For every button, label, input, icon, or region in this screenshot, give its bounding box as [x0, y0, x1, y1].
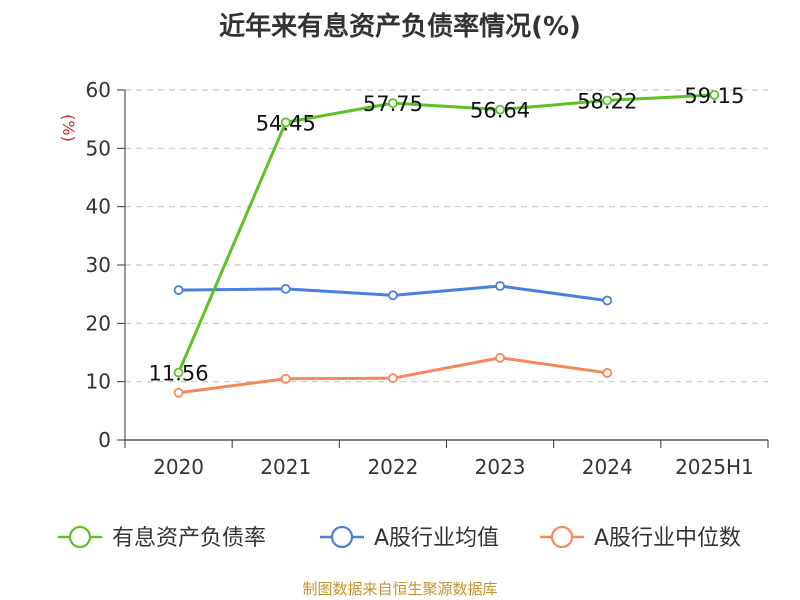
series-point-1-2023[interactable]: [495, 281, 505, 291]
series-point-0-2025H1[interactable]: [709, 90, 720, 100]
y-tick-label: 40: [86, 195, 111, 219]
y-tick-label: 10: [86, 370, 111, 394]
series-point-0-2021[interactable]: [280, 117, 291, 128]
y-tick-label: 0: [98, 428, 111, 452]
legend-marker-2[interactable]: [550, 525, 574, 549]
series-point-2-2024[interactable]: [602, 368, 613, 378]
legend: 有息资产负债率 A股行业均值 A股行业中位数: [58, 525, 741, 551]
series-point-2-2020[interactable]: [173, 387, 184, 398]
series-point-1-2020[interactable]: [173, 285, 184, 295]
series-point-0-2023[interactable]: [495, 104, 505, 115]
data-labels: 11.56 54.45 57.75 56.64 58.22 59.15: [149, 84, 745, 386]
chart-title: 近年来有息资产负债率情况(%): [219, 12, 581, 42]
grid-lines: [125, 89, 768, 383]
y-tick-label: 30: [86, 253, 111, 277]
data-label-2021: 54.45: [256, 111, 316, 135]
series-line-0: [177, 93, 715, 374]
legend-label-2[interactable]: A股行业中位数: [594, 526, 741, 551]
x-tick-label-2025H1: 2025H1: [675, 455, 754, 479]
series-point-2-2022[interactable]: [388, 373, 398, 384]
y-tick-label: 60: [86, 78, 111, 102]
x-tick-label-2020: 2020: [153, 455, 204, 479]
x-tick-label-2023: 2023: [475, 455, 526, 479]
legend-label-0[interactable]: 有息资产负债率: [112, 526, 266, 551]
data-label-2020: 11.56: [149, 362, 209, 386]
series-point-0-2022[interactable]: [388, 98, 398, 109]
data-label-2022: 57.75: [363, 92, 423, 116]
series-point-1-2024[interactable]: [602, 295, 613, 306]
series-point-0-2024[interactable]: [602, 95, 613, 106]
footer-source: 制图数据来自恒生聚源数据库: [302, 580, 498, 598]
x-tick-label-2022: 2022: [367, 455, 418, 479]
series-point-1-2022[interactable]: [388, 290, 398, 301]
legend-marker-1[interactable]: [330, 525, 354, 549]
series-point-2-2023[interactable]: [495, 352, 505, 363]
series-lines: [173, 90, 720, 398]
y-axis-unit-label: (%): [59, 114, 78, 142]
x-tick-label-2024: 2024: [582, 455, 633, 479]
series-point-0-2020[interactable]: [173, 367, 184, 378]
data-label-2024: 58.22: [577, 89, 637, 113]
series-point-2-2021[interactable]: [280, 373, 291, 384]
data-label-2025H1: 59.15: [684, 84, 744, 108]
legend-label-1[interactable]: A股行业均值: [374, 526, 499, 551]
data-label-2023: 56.64: [470, 99, 530, 123]
axes: 0 10 20 30 40 50 60 2020 2021 2022 2023 2024 2025H1 (…: [59, 78, 769, 479]
y-tick-label: 50: [86, 136, 111, 160]
legend-marker-0[interactable]: [68, 525, 92, 549]
x-tick-label-2021: 2021: [260, 455, 311, 479]
y-tick-label: 20: [86, 311, 111, 335]
series-point-1-2021[interactable]: [280, 284, 291, 294]
